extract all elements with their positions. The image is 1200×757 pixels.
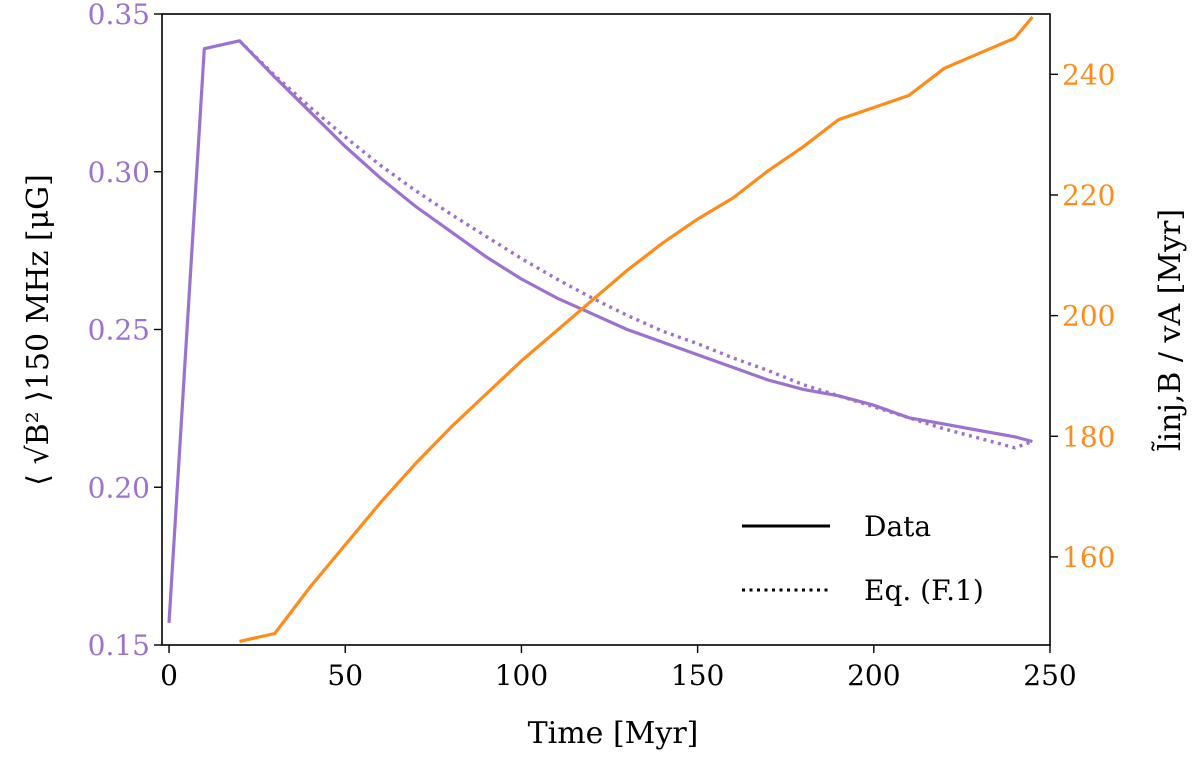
right-tick-label: 160 — [1062, 541, 1115, 574]
x-tick-label: 150 — [671, 659, 724, 692]
series-line-1 — [238, 39, 1033, 450]
legend-entry-data: Data — [864, 510, 931, 543]
right-axis-label: l̃inj,B / vA [Myr] — [1151, 209, 1188, 452]
left-tick-label: 0.15 — [88, 629, 150, 662]
left-tick-label: 0.35 — [88, 0, 150, 31]
x-tick-label: 250 — [1023, 659, 1076, 692]
x-tick-label: 0 — [160, 659, 178, 692]
right-tick-label: 200 — [1062, 300, 1115, 333]
right-tick-label: 180 — [1062, 420, 1115, 453]
legend-entry-equation: Eq. (F.1) — [864, 574, 984, 607]
left-tick-label: 0.20 — [88, 471, 150, 504]
series-line-0 — [167, 39, 1033, 623]
x-axis-label: Time [Myr] — [528, 716, 699, 751]
x-tick-label: 50 — [327, 659, 363, 692]
left-tick-label: 0.30 — [88, 156, 150, 189]
x-tick-label: 200 — [847, 659, 900, 692]
x-tick-label: 100 — [495, 659, 548, 692]
right-tick-label: 240 — [1062, 58, 1115, 91]
left-axis-label: ⟨ √B² ⟩150 MHz [μG] — [21, 174, 56, 486]
right-tick-label: 220 — [1062, 179, 1115, 212]
plot-frame — [161, 13, 1051, 646]
series-line-2 — [239, 15, 1034, 643]
left-tick-label: 0.25 — [88, 314, 150, 347]
